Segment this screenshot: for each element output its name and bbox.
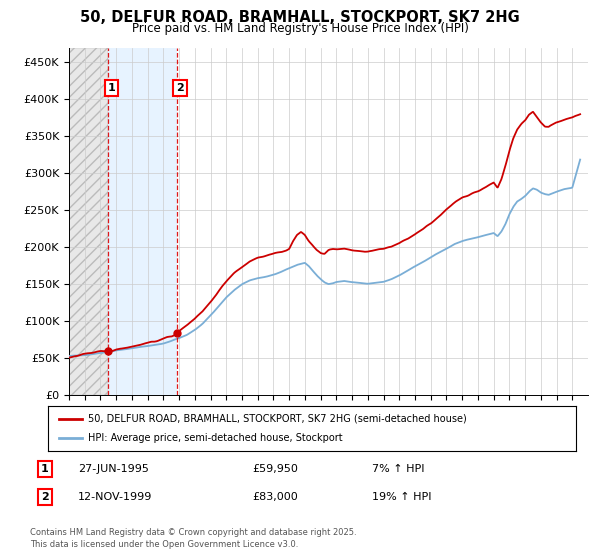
Text: 19% ↑ HPI: 19% ↑ HPI [372,492,431,502]
Text: 2: 2 [41,492,49,502]
Text: HPI: Average price, semi-detached house, Stockport: HPI: Average price, semi-detached house,… [88,433,342,444]
Text: 12-NOV-1999: 12-NOV-1999 [78,492,152,502]
Text: 27-JUN-1995: 27-JUN-1995 [78,464,149,474]
Text: £59,950: £59,950 [252,464,298,474]
Bar [69,48,108,395]
Text: Contains HM Land Registry data © Crown copyright and database right 2025.
This d: Contains HM Land Registry data © Crown c… [30,528,356,549]
Bar [108,48,177,395]
Text: 50, DELFUR ROAD, BRAMHALL, STOCKPORT, SK7 2HG: 50, DELFUR ROAD, BRAMHALL, STOCKPORT, SK… [80,10,520,25]
Text: 2: 2 [176,83,184,93]
Text: 1: 1 [107,83,115,93]
Text: 50, DELFUR ROAD, BRAMHALL, STOCKPORT, SK7 2HG (semi-detached house): 50, DELFUR ROAD, BRAMHALL, STOCKPORT, SK… [88,413,466,423]
Text: Price paid vs. HM Land Registry's House Price Index (HPI): Price paid vs. HM Land Registry's House … [131,22,469,35]
Text: £83,000: £83,000 [252,492,298,502]
Text: 1: 1 [41,464,49,474]
Text: 7% ↑ HPI: 7% ↑ HPI [372,464,425,474]
